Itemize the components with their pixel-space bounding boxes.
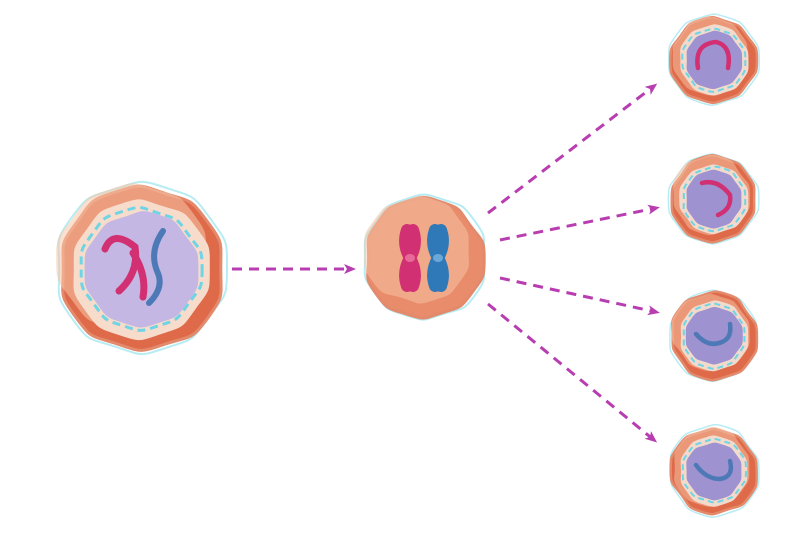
arrow bbox=[488, 304, 654, 440]
chromosome-pair-blue bbox=[433, 230, 443, 286]
dividing-cell bbox=[364, 194, 484, 319]
daughter-cell bbox=[668, 154, 759, 244]
meiosis-diagram bbox=[0, 0, 799, 556]
daughter-cell bbox=[670, 290, 757, 381]
parent-cell bbox=[56, 182, 227, 354]
arrow bbox=[488, 86, 654, 213]
arrow bbox=[500, 278, 656, 312]
daughter-cell bbox=[670, 425, 759, 518]
chromosome-pair-red bbox=[405, 230, 415, 286]
arrow bbox=[500, 208, 656, 240]
daughter-cell bbox=[669, 14, 760, 105]
